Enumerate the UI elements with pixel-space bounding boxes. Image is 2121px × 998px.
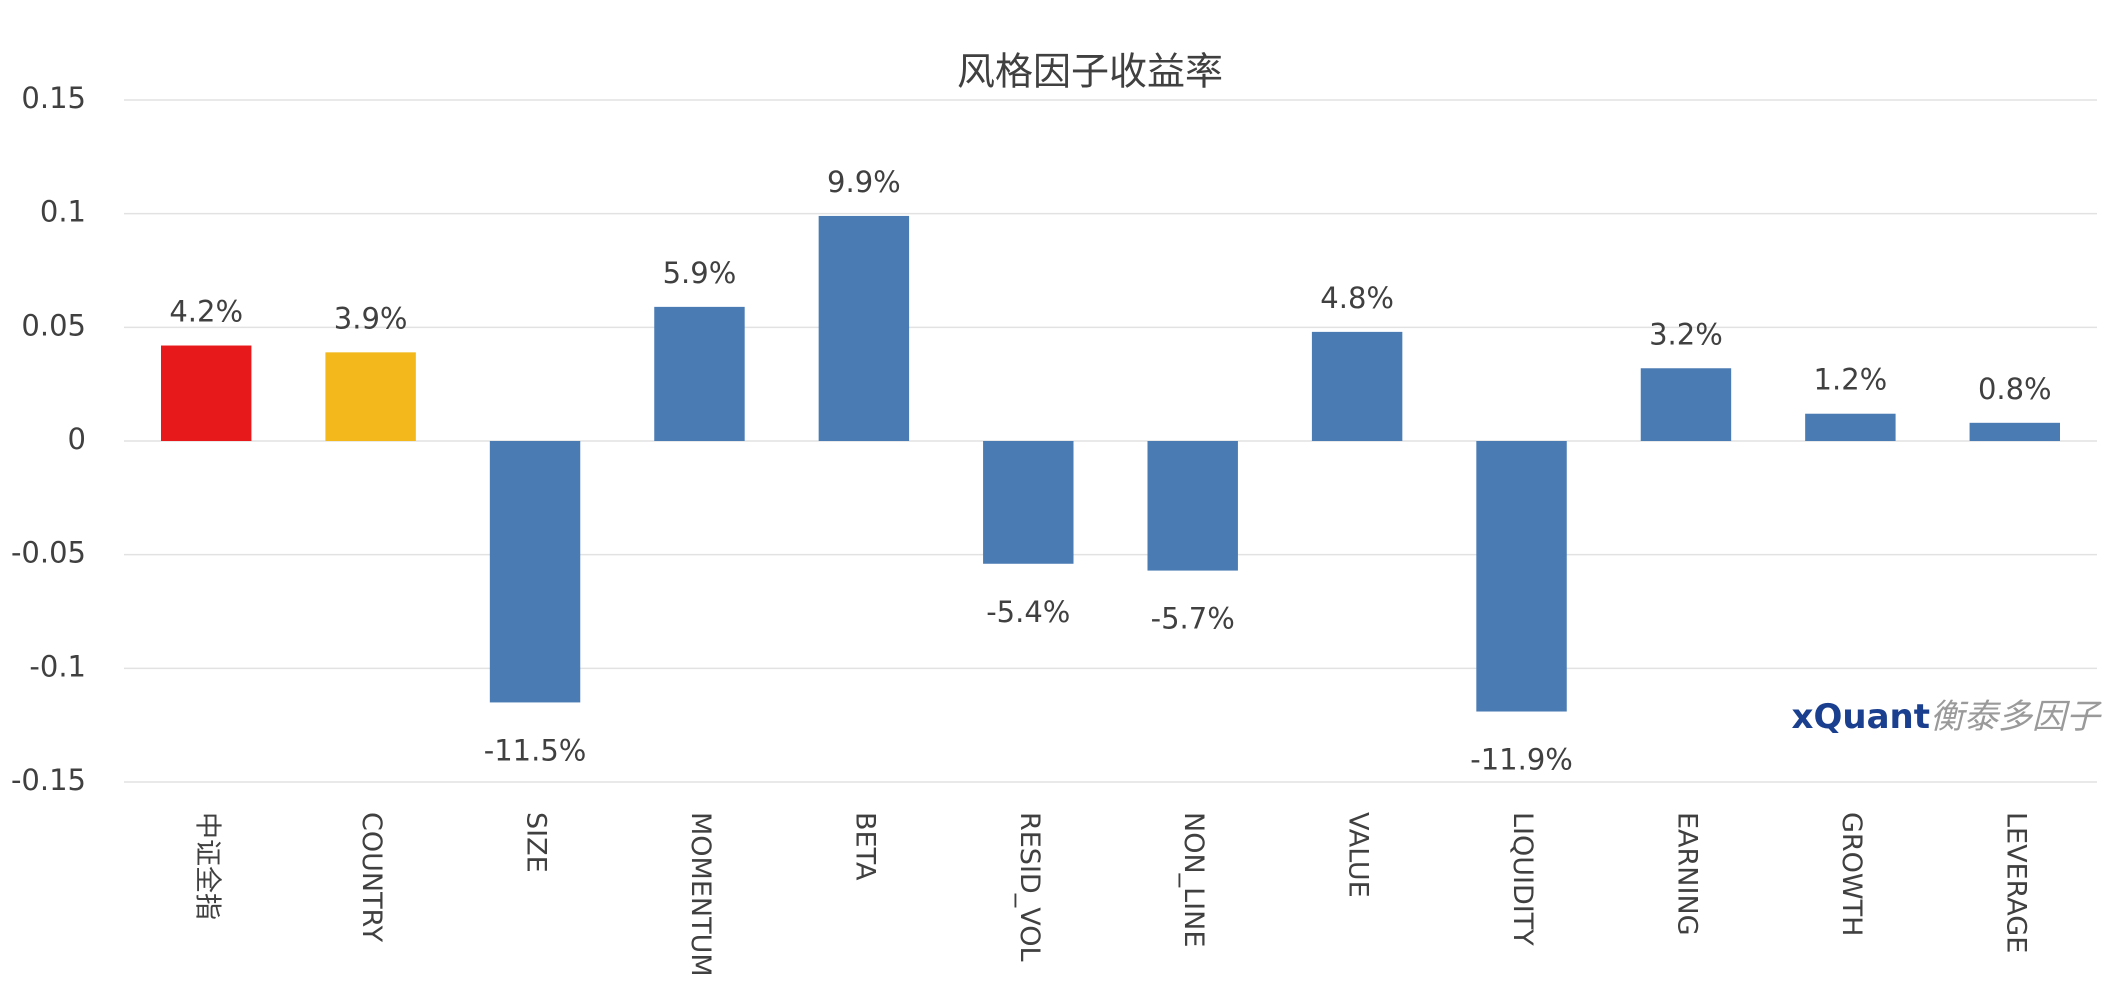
bar xyxy=(1311,331,1403,441)
data-label: 9.9% xyxy=(827,165,901,199)
bar xyxy=(1476,441,1567,712)
y-tick-label: -0.15 xyxy=(11,763,86,797)
x-tick-label: RESID_VOL xyxy=(1014,812,1045,962)
bar xyxy=(160,345,252,441)
data-label: 4.8% xyxy=(1320,281,1394,315)
y-tick-label: 0.1 xyxy=(40,195,86,229)
data-label: 5.9% xyxy=(663,256,737,290)
bar xyxy=(1147,441,1238,571)
data-label: 3.2% xyxy=(1649,317,1723,351)
x-tick-label: LIQUIDITY xyxy=(1507,812,1538,946)
data-label: 3.9% xyxy=(334,301,408,335)
data-label: 1.2% xyxy=(1814,363,1888,397)
x-tick-label: MOMENTUM xyxy=(685,812,716,977)
bar xyxy=(325,352,416,441)
data-label: -5.7% xyxy=(1151,602,1235,636)
watermark-name: 衡泰多因子 xyxy=(1930,697,2102,737)
data-label: -5.4% xyxy=(986,595,1070,629)
x-tick-label: NON_LINE xyxy=(1178,812,1209,947)
x-tick-label: COUNTRY xyxy=(356,812,387,943)
bar xyxy=(818,215,910,441)
bar xyxy=(1969,422,2061,441)
bar xyxy=(1805,413,1896,441)
x-tick-label: BETA xyxy=(849,812,880,881)
y-tick-label: -0.1 xyxy=(29,649,86,683)
data-label: -11.9% xyxy=(1470,743,1573,777)
bar xyxy=(489,441,581,703)
watermark: xQuant衡泰多因子 xyxy=(1792,697,2102,737)
data-label: -11.5% xyxy=(484,733,587,767)
data-label: 0.8% xyxy=(1978,372,2052,406)
y-tick-label: 0.15 xyxy=(21,81,86,115)
x-tick-label: EARNING xyxy=(1671,812,1702,936)
watermark-brand: xQuant xyxy=(1792,697,1930,737)
chart-title: 风格因子收益率 xyxy=(957,50,1223,94)
x-tick-label: GROWTH xyxy=(1836,812,1867,936)
y-tick-label: -0.05 xyxy=(11,536,86,570)
data-label: 4.2% xyxy=(169,295,243,329)
y-tick-label: 0 xyxy=(68,422,86,456)
y-tick-label: 0.05 xyxy=(21,308,86,342)
x-tick-label: VALUE xyxy=(1343,812,1374,898)
x-tick-label: LEVERAGE xyxy=(2000,812,2031,953)
bar xyxy=(983,441,1074,564)
bar xyxy=(654,306,745,441)
x-tick-label: 中证全指 xyxy=(192,812,223,920)
x-tick-label: SIZE xyxy=(521,812,552,873)
bar xyxy=(1640,368,1732,441)
